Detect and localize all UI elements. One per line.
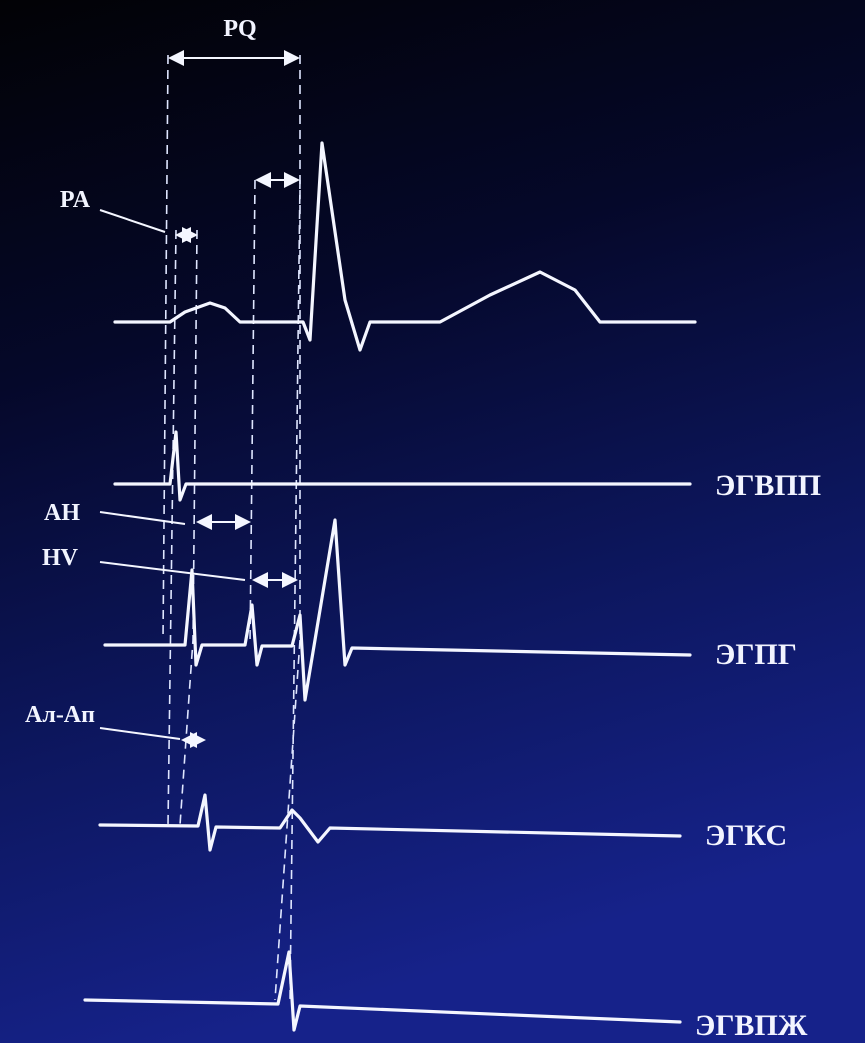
lead-name: ЭГПГ [715,638,797,671]
interval-label: HV [42,545,79,571]
egks-trace [98,793,682,852]
interval-arrows [99,50,300,748]
interval-label: PQ [223,16,256,42]
interval-label: PA [60,187,91,213]
lead-name: ЭГКС [705,819,787,852]
guide-lines [162,54,301,1001]
ecg-trace [113,141,697,352]
egvpzh-trace [83,950,682,1032]
egpg-trace [103,518,692,702]
lead-name: ЭГВПП [715,469,821,502]
egvpp-trace [113,430,692,502]
interval-label: AH [44,500,80,526]
lead-name: ЭГВПЖ [695,1009,808,1042]
interval-label: Ал-Ап [25,702,95,728]
